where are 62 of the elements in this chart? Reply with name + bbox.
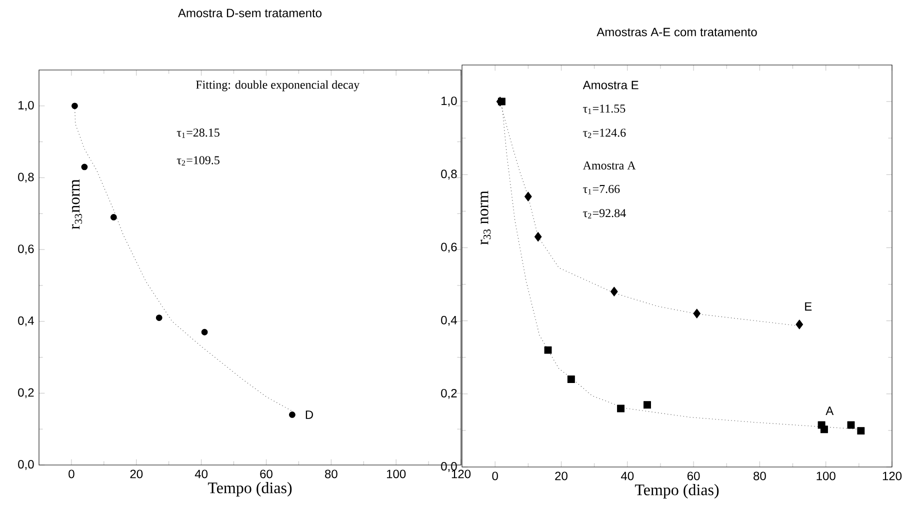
- point: [644, 401, 651, 409]
- annotation: τ$_{1}$=7.66: [583, 184, 620, 194]
- x-tick-label: 0: [492, 472, 498, 480]
- annotation: Amostra A: [582, 161, 636, 170]
- y-tick-label: 0,0: [18, 460, 34, 470]
- x-tick-label: 20: [555, 472, 568, 480]
- x-tick-label: 100: [816, 472, 836, 480]
- annotation: τ$_{1}$=28.15: [176, 128, 220, 138]
- x-tick-label: 120: [452, 470, 471, 478]
- point: [156, 314, 162, 321]
- x-axis-title: Tempo (dias): [208, 482, 292, 497]
- series-label: E: [805, 302, 812, 311]
- point: [524, 192, 532, 202]
- point: [610, 286, 618, 296]
- y-axis-title: r$_{33}$norm: [72, 179, 82, 230]
- y-tick-label: 0,4: [441, 316, 457, 326]
- x-tick-label: 0: [68, 470, 74, 478]
- annotation: τ$_{2}$=124.6: [583, 128, 626, 138]
- point: [820, 426, 828, 434]
- point: [72, 102, 78, 110]
- x-tick-label: 40: [620, 472, 634, 480]
- annotation: Fitting: double exponencial decay: [196, 80, 360, 92]
- point: [857, 427, 865, 435]
- y-tick-label: 0,2: [441, 388, 457, 399]
- chart-title: Amostras A-E com tratamento: [596, 28, 757, 36]
- point: [81, 164, 88, 170]
- point: [201, 328, 208, 336]
- y-axis-title: r$_{33}$ norm: [480, 190, 491, 245]
- point: [289, 412, 296, 418]
- point: [847, 421, 855, 429]
- point: [796, 320, 804, 330]
- point: [110, 214, 117, 220]
- y-tick-label: 0,8: [441, 170, 457, 180]
- y-tick-label: 1,0: [18, 100, 34, 111]
- point: [534, 232, 542, 242]
- x-tick-label: 60: [260, 470, 272, 478]
- annotation: τ$_{1}$=11.55: [583, 104, 626, 114]
- y-tick-label: 1,0: [442, 96, 457, 106]
- chart-title: Amostra D-sem tratamento: [178, 8, 322, 18]
- y-tick-label: 0,2: [18, 388, 34, 398]
- point: [617, 404, 625, 412]
- x-tick-label: 60: [687, 472, 700, 480]
- y-tick-label: 0,6: [441, 242, 457, 253]
- annotation: τ$_{2}$=92.84: [583, 209, 626, 218]
- x-tick-label: 80: [325, 470, 338, 478]
- y-tick-label: 0,0: [441, 462, 457, 472]
- x-tick-label: 100: [386, 470, 406, 478]
- series-label: D: [306, 410, 314, 419]
- point: [567, 376, 575, 384]
- annotation: Amostra E: [582, 80, 638, 90]
- point: [544, 346, 552, 354]
- y-tick-label: 0,4: [18, 316, 34, 326]
- point: [693, 308, 701, 318]
- x-tick-label: 80: [754, 472, 766, 480]
- x-tick-label: 120: [882, 472, 902, 480]
- y-tick-label: 0,6: [18, 244, 34, 254]
- annotation: τ$_{2}$=109.5: [176, 156, 220, 166]
- y-tick-label: 0,8: [18, 172, 34, 183]
- x-tick-label: 40: [194, 470, 208, 478]
- x-tick-label: 20: [130, 470, 143, 478]
- series-label: A: [826, 406, 834, 415]
- x-axis-title: Tempo (dias): [634, 484, 719, 499]
